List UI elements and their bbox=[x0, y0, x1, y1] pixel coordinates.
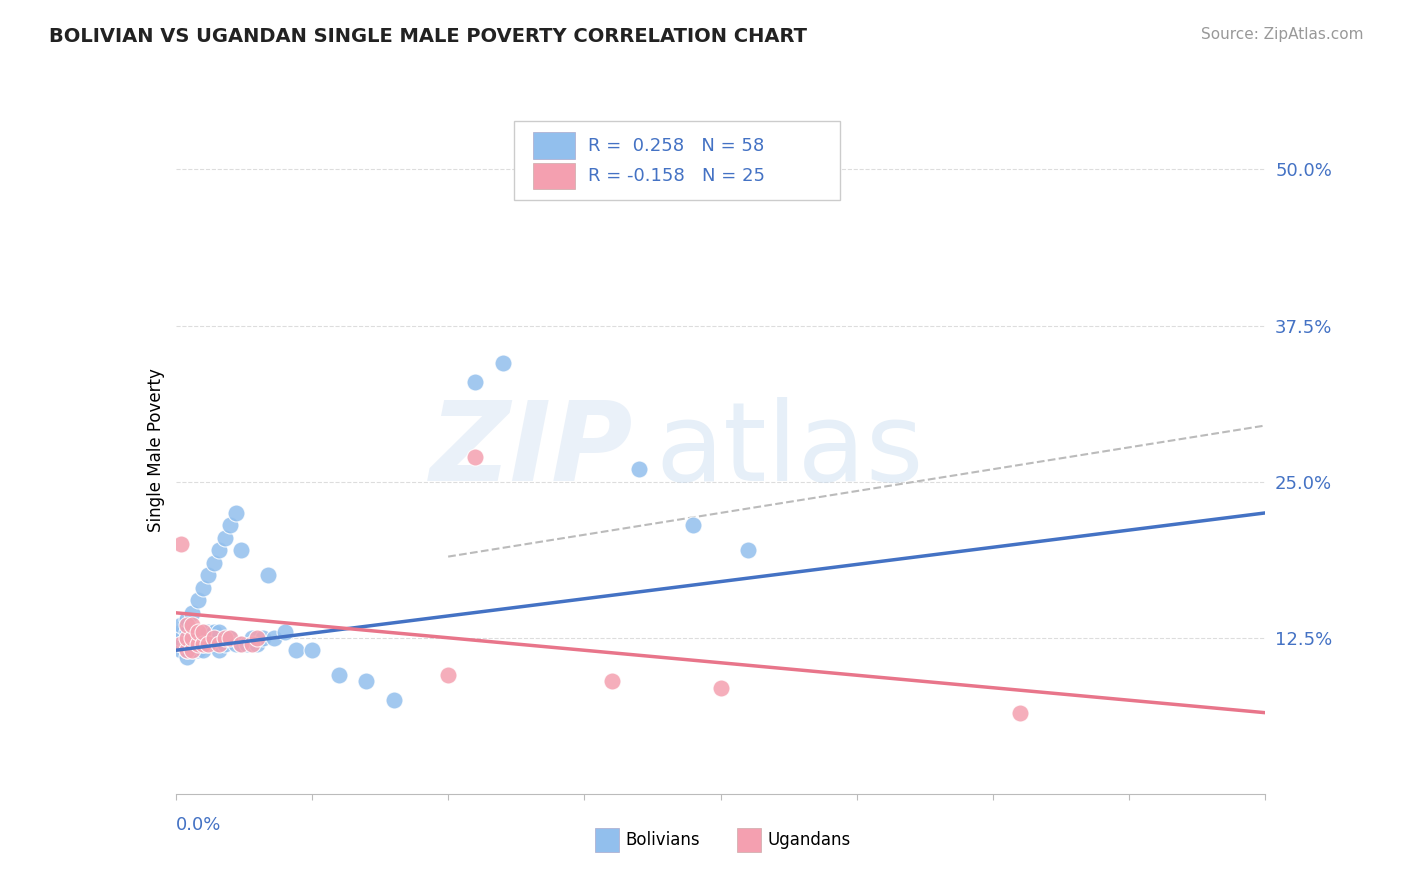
Point bbox=[170, 537, 193, 551]
Point bbox=[263, 631, 285, 645]
Point bbox=[186, 637, 209, 651]
Text: Bolivians: Bolivians bbox=[626, 831, 700, 849]
Text: atlas: atlas bbox=[655, 397, 924, 504]
Point bbox=[197, 637, 219, 651]
Point bbox=[600, 674, 623, 689]
Point bbox=[176, 643, 198, 657]
Point bbox=[170, 624, 193, 639]
Point bbox=[202, 631, 225, 645]
Point bbox=[382, 693, 405, 707]
Point bbox=[257, 568, 280, 582]
Point bbox=[197, 568, 219, 582]
Point bbox=[202, 637, 225, 651]
Point bbox=[191, 624, 214, 639]
Point bbox=[464, 450, 486, 464]
Point bbox=[181, 643, 204, 657]
Point bbox=[208, 543, 231, 558]
Point bbox=[240, 637, 263, 651]
Point bbox=[181, 606, 204, 620]
Text: ZIP: ZIP bbox=[430, 397, 633, 504]
FancyBboxPatch shape bbox=[533, 132, 575, 159]
Point bbox=[202, 624, 225, 639]
Point bbox=[181, 637, 204, 651]
Point bbox=[170, 637, 193, 651]
Point bbox=[1010, 706, 1032, 720]
Point bbox=[219, 518, 242, 533]
Point bbox=[186, 624, 209, 639]
Point bbox=[170, 631, 193, 645]
Point bbox=[176, 624, 198, 639]
FancyBboxPatch shape bbox=[737, 828, 761, 852]
Point bbox=[225, 506, 247, 520]
Point bbox=[356, 674, 378, 689]
Point bbox=[219, 631, 242, 645]
Text: R = -0.158   N = 25: R = -0.158 N = 25 bbox=[588, 168, 765, 186]
Point bbox=[214, 637, 236, 651]
Point bbox=[274, 624, 297, 639]
Text: Ugandans: Ugandans bbox=[768, 831, 851, 849]
Point bbox=[176, 612, 198, 626]
Point bbox=[191, 637, 214, 651]
Point bbox=[197, 624, 219, 639]
Text: Source: ZipAtlas.com: Source: ZipAtlas.com bbox=[1201, 27, 1364, 42]
Point bbox=[170, 643, 193, 657]
Point bbox=[231, 637, 253, 651]
Point bbox=[225, 637, 247, 651]
Text: 0.0%: 0.0% bbox=[176, 816, 221, 834]
Point bbox=[235, 637, 257, 651]
Point bbox=[191, 624, 214, 639]
Point bbox=[240, 631, 263, 645]
Point bbox=[181, 631, 204, 645]
Point bbox=[627, 462, 650, 476]
Y-axis label: Single Male Poverty: Single Male Poverty bbox=[146, 368, 165, 533]
Point bbox=[191, 581, 214, 595]
Point bbox=[328, 668, 350, 682]
Text: BOLIVIAN VS UGANDAN SINGLE MALE POVERTY CORRELATION CHART: BOLIVIAN VS UGANDAN SINGLE MALE POVERTY … bbox=[49, 27, 807, 45]
FancyBboxPatch shape bbox=[533, 163, 575, 189]
Point bbox=[176, 631, 198, 645]
Point bbox=[186, 631, 209, 645]
Point bbox=[464, 375, 486, 389]
Point bbox=[301, 643, 323, 657]
Point bbox=[219, 631, 242, 645]
Point bbox=[191, 637, 214, 651]
FancyBboxPatch shape bbox=[595, 828, 619, 852]
Point bbox=[202, 556, 225, 570]
Point bbox=[176, 631, 198, 645]
Point bbox=[170, 637, 193, 651]
Point bbox=[437, 668, 460, 682]
Point bbox=[284, 643, 307, 657]
Point bbox=[208, 637, 231, 651]
Point bbox=[181, 618, 204, 632]
Point bbox=[176, 643, 198, 657]
Point bbox=[231, 543, 253, 558]
Point bbox=[682, 518, 704, 533]
Point bbox=[176, 649, 198, 664]
Point bbox=[246, 631, 269, 645]
FancyBboxPatch shape bbox=[513, 120, 841, 200]
Point bbox=[186, 593, 209, 607]
Point bbox=[252, 631, 274, 645]
Point bbox=[176, 618, 198, 632]
Point bbox=[181, 624, 204, 639]
Point bbox=[231, 637, 253, 651]
Point bbox=[737, 543, 759, 558]
Point bbox=[181, 643, 204, 657]
Point bbox=[186, 643, 209, 657]
Point bbox=[181, 631, 204, 645]
Point bbox=[492, 356, 515, 370]
Point bbox=[191, 643, 214, 657]
Point bbox=[208, 624, 231, 639]
Point bbox=[214, 531, 236, 545]
Point bbox=[214, 631, 236, 645]
Point bbox=[246, 637, 269, 651]
Point bbox=[208, 643, 231, 657]
Point bbox=[170, 618, 193, 632]
Point bbox=[710, 681, 733, 695]
Point bbox=[186, 637, 209, 651]
Point bbox=[197, 637, 219, 651]
Text: R =  0.258   N = 58: R = 0.258 N = 58 bbox=[588, 136, 763, 154]
Point bbox=[176, 637, 198, 651]
